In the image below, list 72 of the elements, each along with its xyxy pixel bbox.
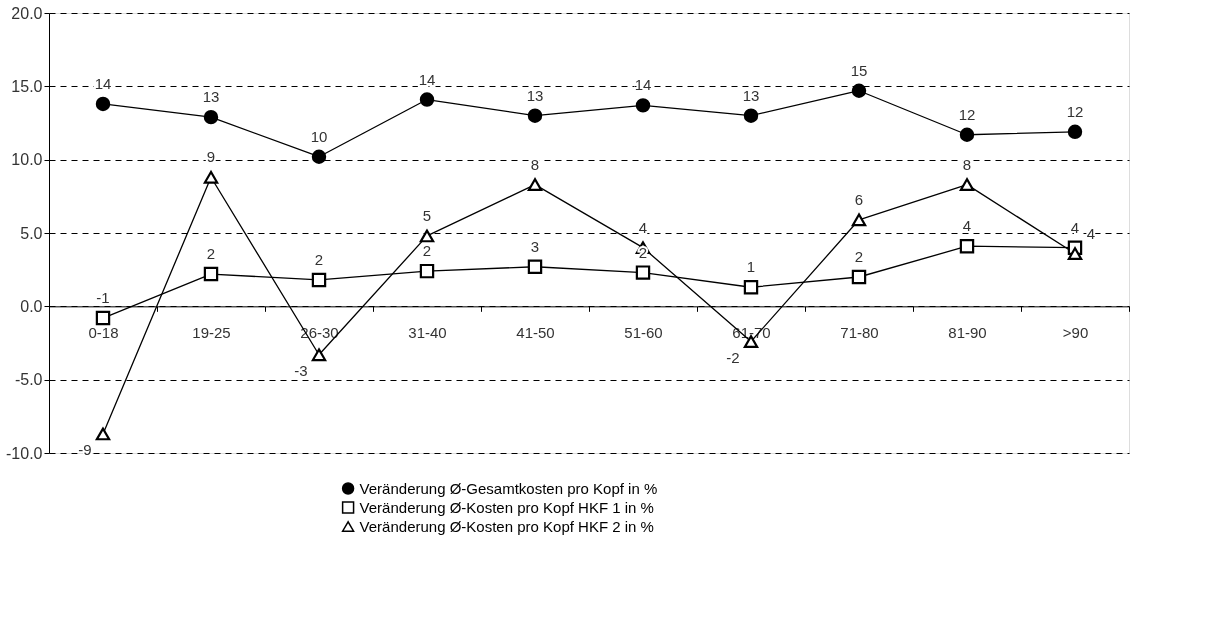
data-label: 4 (1070, 218, 1080, 236)
data-label: 8 (530, 155, 540, 173)
point (311, 272, 327, 288)
point (527, 108, 543, 123)
point (203, 109, 219, 125)
data-label: -1 (96, 289, 110, 307)
point (635, 265, 651, 280)
data-label: 2 (206, 245, 216, 263)
point (95, 427, 111, 441)
data-label: 2 (854, 248, 864, 265)
data-label: -3 (294, 361, 308, 379)
point (1067, 247, 1083, 260)
data-label: 4 (1086, 224, 1096, 242)
y-tick-label: 10.0 (11, 151, 43, 169)
x-tick-label: 41-50 (516, 323, 555, 341)
data-label: 1 (746, 258, 756, 276)
data-label: 3 (530, 237, 540, 255)
data-label: 5 (422, 206, 432, 224)
point (311, 348, 327, 362)
y-tick-label: -5.0 (14, 371, 43, 389)
legend-label: Veränderung Ø-Gesamtkosten pro Kopf in % (359, 479, 658, 497)
x-tick-label: 51-60 (624, 323, 663, 341)
data-label: -2 (726, 348, 740, 366)
point (851, 213, 867, 227)
point (311, 149, 327, 164)
y-tick-label: 0.0 (20, 297, 43, 315)
data-label: 2 (314, 250, 324, 268)
data-label: 13 (202, 88, 220, 106)
point (959, 238, 975, 254)
point (527, 259, 543, 274)
point (959, 127, 975, 142)
legend-label: Veränderung Ø-Kosten pro Kopf HKF 1 in % (359, 498, 654, 516)
point (527, 178, 543, 191)
data-label: 9 (206, 148, 216, 166)
x-tick-label: 71-80 (840, 323, 879, 341)
point (635, 98, 651, 113)
data-label: 12 (1066, 102, 1084, 120)
point (851, 269, 867, 285)
point (743, 280, 759, 295)
x-tick-label: >90 (1062, 323, 1089, 341)
y-tick-label: 5.0 (20, 224, 43, 242)
y-tick-label: 20.0 (11, 4, 43, 22)
point (419, 229, 435, 243)
point (203, 266, 219, 282)
data-label: 8 (962, 155, 972, 173)
point (419, 92, 435, 107)
x-tick-label: 19-25 (192, 323, 231, 341)
y-tick-label: 15.0 (11, 77, 43, 95)
x-tick-label: 81-90 (948, 323, 987, 341)
data-label: -9 (78, 440, 92, 458)
point (95, 96, 111, 112)
point (203, 170, 219, 184)
data-label: 14 (418, 70, 436, 88)
x-tick-label: 31-40 (408, 323, 447, 341)
point (851, 83, 867, 98)
point (419, 263, 435, 279)
point (959, 178, 975, 191)
legend-label: Veränderung Ø-Kosten pro Kopf HKF 2 in % (359, 517, 654, 535)
data-label: 15 (850, 61, 868, 79)
data-label: 2 (422, 242, 432, 260)
y-tick-label: -10.0 (6, 444, 43, 462)
data-label: 13 (742, 86, 760, 104)
point (1067, 124, 1083, 140)
data-label: 10 (310, 127, 328, 145)
data-label: 4 (962, 217, 972, 235)
point (95, 310, 111, 326)
data-label: 6 (854, 190, 864, 208)
data-label: 4 (638, 218, 648, 236)
point (743, 108, 759, 123)
data-label: 12 (958, 105, 976, 123)
data-label: 13 (526, 86, 544, 104)
x-tick-label: 0-18 (88, 323, 119, 341)
